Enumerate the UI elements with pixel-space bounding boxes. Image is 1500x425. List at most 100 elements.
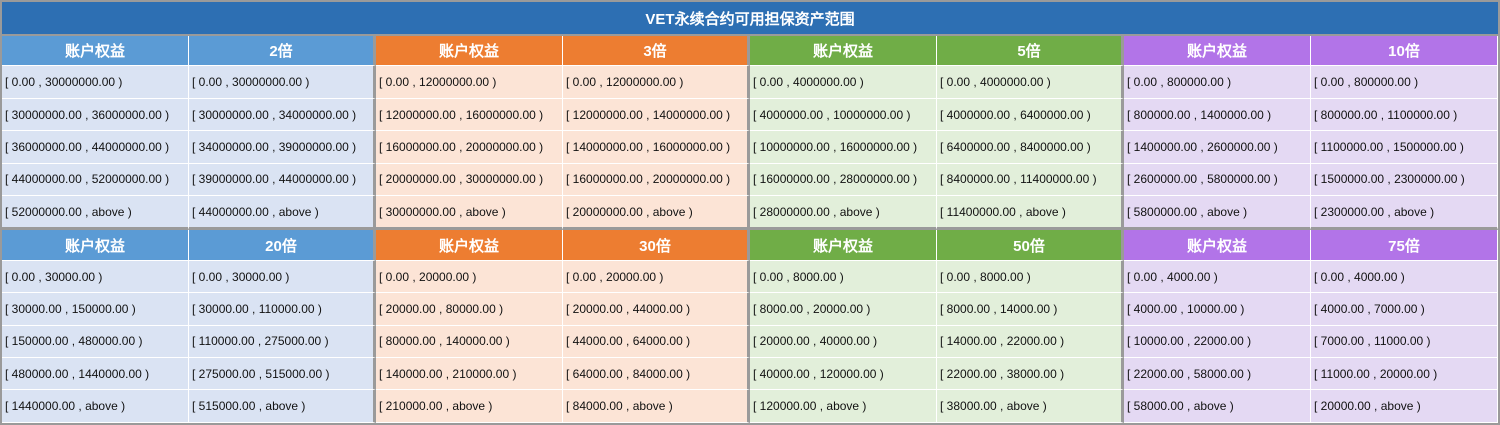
collateral-range-cell: [ 1100000.00 , 1500000.00 ): [1311, 131, 1498, 164]
leverage-header: 5倍: [937, 36, 1124, 67]
collateral-range-cell: [ 6400000.00 , 8400000.00 ): [937, 131, 1124, 164]
collateral-range-cell: [ 44000.00 , 64000.00 ): [563, 325, 750, 359]
collateral-range-cell: [ 22000.00 , 38000.00 ): [937, 358, 1124, 391]
leverage-header: 3倍: [563, 36, 750, 67]
equity-range-cell: [ 0.00 , 30000000.00 ): [2, 66, 189, 99]
equity-range-cell: [ 0.00 , 20000.00 ): [376, 260, 563, 294]
collateral-range-cell: [ 800000.00 , 1100000.00 ): [1311, 98, 1498, 132]
equity-range-cell: [ 4000.00 , 10000.00 ): [1124, 293, 1311, 326]
equity-range-cell: [ 30000000.00 , 36000000.00 ): [2, 98, 189, 132]
equity-range-cell: [ 480000.00 , 1440000.00 ): [2, 358, 189, 391]
table-row: [ 150000.00 , 480000.00 )[ 110000.00 , 2…: [2, 325, 1498, 359]
equity-range-cell: [ 0.00 , 800000.00 ): [1124, 66, 1311, 99]
collateral-range-cell: [ 30000.00 , 110000.00 ): [189, 293, 376, 326]
collateral-range-cell: [ 0.00 , 4000000.00 ): [937, 66, 1124, 99]
collateral-range-cell: [ 34000000.00 , 39000000.00 ): [189, 131, 376, 164]
collateral-range-cell: [ 8400000.00 , 11400000.00 ): [937, 163, 1124, 197]
equity-header: 账户权益: [376, 230, 563, 261]
table-row: [ 30000000.00 , 36000000.00 )[ 30000000.…: [2, 98, 1498, 132]
equity-range-cell: [ 10000000.00 , 16000000.00 ): [750, 131, 937, 164]
equity-range-cell: [ 1440000.00 , above ): [2, 390, 189, 423]
equity-range-cell: [ 30000000.00 , above ): [376, 196, 563, 231]
equity-range-cell: [ 52000000.00 , above ): [2, 196, 189, 231]
equity-range-cell: [ 44000000.00 , 52000000.00 ): [2, 163, 189, 197]
collateral-range-cell: [ 4000000.00 , 6400000.00 ): [937, 98, 1124, 132]
collateral-range-cell: [ 30000000.00 , 34000000.00 ): [189, 98, 376, 132]
equity-range-cell: [ 58000.00 , above ): [1124, 390, 1311, 423]
collateral-range-cell: [ 275000.00 , 515000.00 ): [189, 358, 376, 391]
equity-range-cell: [ 10000.00 , 22000.00 ): [1124, 325, 1311, 359]
leverage-header: 30倍: [563, 230, 750, 261]
equity-range-cell: [ 80000.00 , 140000.00 ): [376, 325, 563, 359]
collateral-range-cell: [ 11400000.00 , above ): [937, 196, 1124, 231]
table-title: VET永续合约可用担保资产范围: [2, 2, 1498, 34]
equity-range-cell: [ 0.00 , 30000.00 ): [2, 260, 189, 294]
collateral-range-cell: [ 14000000.00 , 16000000.00 ): [563, 131, 750, 164]
equity-range-cell: [ 20000.00 , 80000.00 ): [376, 293, 563, 326]
collateral-range-cell: [ 8000.00 , 14000.00 ): [937, 293, 1124, 326]
collateral-range-cell: [ 11000.00 , 20000.00 ): [1311, 358, 1498, 391]
table-row: [ 0.00 , 30000000.00 )[ 0.00 , 30000000.…: [2, 66, 1498, 99]
equity-range-cell: [ 800000.00 , 1400000.00 ): [1124, 98, 1311, 132]
equity-range-cell: [ 36000000.00 , 44000000.00 ): [2, 131, 189, 164]
collateral-range-cell: [ 0.00 , 30000000.00 ): [189, 66, 376, 99]
table-row: [ 0.00 , 30000.00 )[ 0.00 , 30000.00 )[ …: [2, 260, 1498, 294]
leverage-header: 2倍: [189, 36, 376, 67]
collateral-range-cell: [ 20000000.00 , above ): [563, 196, 750, 231]
equity-header: 账户权益: [376, 36, 563, 67]
equity-range-cell: [ 20000000.00 , 30000000.00 ): [376, 163, 563, 197]
equity-range-cell: [ 5800000.00 , above ): [1124, 196, 1311, 231]
collateral-range-cell: [ 16000000.00 , 20000000.00 ): [563, 163, 750, 197]
leverage-header: 20倍: [189, 230, 376, 261]
equity-range-cell: [ 40000.00 , 120000.00 ): [750, 358, 937, 391]
equity-header: 账户权益: [750, 36, 937, 67]
equity-header: 账户权益: [750, 230, 937, 261]
collateral-range-cell: [ 0.00 , 8000.00 ): [937, 260, 1124, 294]
equity-range-cell: [ 20000.00 , 40000.00 ): [750, 325, 937, 359]
equity-range-cell: [ 150000.00 , 480000.00 ): [2, 325, 189, 359]
collateral-range-cell: [ 0.00 , 800000.00 ): [1311, 66, 1498, 99]
collateral-range-cell: [ 0.00 , 20000.00 ): [563, 260, 750, 294]
leverage-header: 50倍: [937, 230, 1124, 261]
collateral-range-cell: [ 515000.00 , above ): [189, 390, 376, 423]
equity-range-cell: [ 22000.00 , 58000.00 ): [1124, 358, 1311, 391]
equity-range-cell: [ 12000000.00 , 16000000.00 ): [376, 98, 563, 132]
equity-range-cell: [ 210000.00 , above ): [376, 390, 563, 423]
collateral-range-cell: [ 14000.00 , 22000.00 ): [937, 325, 1124, 359]
collateral-range-cell: [ 20000.00 , above ): [1311, 390, 1498, 423]
collateral-range-cell: [ 20000.00 , 44000.00 ): [563, 293, 750, 326]
collateral-range-cell: [ 64000.00 , 84000.00 ): [563, 358, 750, 391]
collateral-range-cell: [ 7000.00 , 11000.00 ): [1311, 325, 1498, 359]
equity-header: 账户权益: [1124, 230, 1311, 261]
collateral-range-table: 账户权益 2倍 账户权益 3倍 账户权益 5倍 账户权益 10倍[ 0.00 , 300000…: [2, 36, 1498, 423]
equity-header: 账户权益: [1124, 36, 1311, 67]
equity-range-cell: [ 0.00 , 8000.00 ): [750, 260, 937, 294]
table-row: [ 30000.00 , 150000.00 )[ 30000.00 , 110…: [2, 293, 1498, 326]
table-row: [ 480000.00 , 1440000.00 )[ 275000.00 , …: [2, 358, 1498, 391]
equity-range-cell: [ 0.00 , 12000000.00 ): [376, 66, 563, 99]
leverage-header: 10倍: [1311, 36, 1498, 67]
equity-range-cell: [ 0.00 , 4000.00 ): [1124, 260, 1311, 294]
table-row: [ 44000000.00 , 52000000.00 )[ 39000000.…: [2, 163, 1498, 197]
equity-header: 账户权益: [2, 36, 189, 67]
collateral-range-cell: [ 38000.00 , above ): [937, 390, 1124, 423]
collateral-range-cell: [ 39000000.00 , 44000000.00 ): [189, 163, 376, 197]
equity-range-cell: [ 0.00 , 4000000.00 ): [750, 66, 937, 99]
equity-range-cell: [ 120000.00 , above ): [750, 390, 937, 423]
equity-range-cell: [ 28000000.00 , above ): [750, 196, 937, 231]
equity-range-cell: [ 16000000.00 , 28000000.00 ): [750, 163, 937, 197]
collateral-range-cell: [ 110000.00 , 275000.00 ): [189, 325, 376, 359]
collateral-range-cell: [ 0.00 , 4000.00 ): [1311, 260, 1498, 294]
collateral-range-cell: [ 4000.00 , 7000.00 ): [1311, 293, 1498, 326]
equity-range-cell: [ 16000000.00 , 20000000.00 ): [376, 131, 563, 164]
header-row: 账户权益 20倍 账户权益 30倍 账户权益 50倍 账户权益 75倍: [2, 230, 1498, 261]
equity-range-cell: [ 2600000.00 , 5800000.00 ): [1124, 163, 1311, 197]
equity-range-cell: [ 1400000.00 , 2600000.00 ): [1124, 131, 1311, 164]
table-row: [ 52000000.00 , above )[ 44000000.00 , a…: [2, 196, 1498, 231]
collateral-range-cell: [ 84000.00 , above ): [563, 390, 750, 423]
collateral-range-cell: [ 0.00 , 30000.00 ): [189, 260, 376, 294]
equity-range-cell: [ 4000000.00 , 10000000.00 ): [750, 98, 937, 132]
equity-range-cell: [ 30000.00 , 150000.00 ): [2, 293, 189, 326]
equity-header: 账户权益: [2, 230, 189, 261]
